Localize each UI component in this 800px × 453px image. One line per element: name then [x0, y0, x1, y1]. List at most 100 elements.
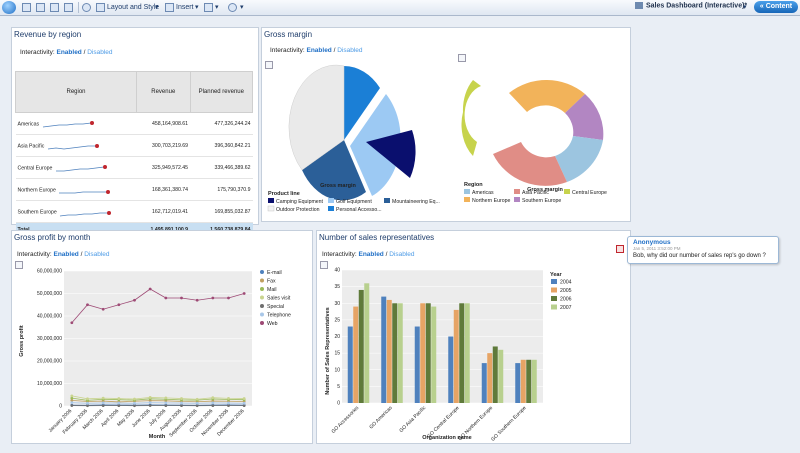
- bar: [358, 289, 364, 403]
- table-row[interactable]: Americas 458,164,908.61 477,326,244.24: [15, 112, 253, 135]
- chevron-down-icon[interactable]: ▾: [155, 4, 159, 11]
- y-tick-label: 10: [334, 367, 340, 373]
- layout-icon: [96, 3, 105, 12]
- bar: [431, 306, 437, 403]
- bar: [515, 363, 521, 403]
- table-row[interactable]: Southern Europe 162,712,019.41 169,855,0…: [15, 200, 253, 223]
- comment-author: Anonymous: [633, 239, 671, 246]
- legend-item[interactable]: Personal Accesso...: [336, 207, 382, 213]
- legend-item[interactable]: Mountaineering Eq...: [392, 199, 440, 205]
- chevron-down-icon[interactable]: ▾: [215, 4, 219, 11]
- layout-and-style-menu[interactable]: Layout and Style: [107, 4, 160, 11]
- data-point: [117, 303, 121, 307]
- insert-menu[interactable]: Insert: [176, 4, 194, 11]
- legend-item[interactable]: Southern Europe: [522, 198, 561, 204]
- donut-segment[interactable]: [493, 142, 567, 186]
- series-line: [71, 402, 245, 404]
- column-header-planned-revenue[interactable]: Planned revenue: [189, 71, 254, 113]
- note-icon[interactable]: [320, 261, 328, 269]
- save-as-icon[interactable]: [64, 3, 73, 12]
- content-button[interactable]: « Content: [754, 1, 798, 13]
- column-header-region[interactable]: Region: [15, 71, 137, 113]
- legend-item[interactable]: Americas: [472, 190, 494, 196]
- revenue-cell: 168,361,380.74: [136, 178, 191, 201]
- comment-icon[interactable]: [616, 245, 624, 253]
- comment-bubble[interactable]: Anonymous Jan 5, 2011 3:52:00 PM Bob, wh…: [627, 236, 779, 264]
- region-cell: Asia Pacific: [15, 134, 137, 157]
- pie-slice[interactable]: [288, 64, 345, 171]
- gross-margin-pie[interactable]: [288, 64, 416, 201]
- chevron-down-icon[interactable]: ▾: [743, 4, 747, 11]
- legend-marker: [551, 287, 557, 293]
- sales-reps-bar-chart[interactable]: Number of Sales Representatives Organiza…: [317, 231, 630, 443]
- note-icon[interactable]: [15, 261, 23, 269]
- revenue-cell: 300,703,219.69: [136, 134, 191, 157]
- gross-profit-line-chart[interactable]: Gross profit Month 0 10,000,000 20,000,000…: [12, 231, 312, 443]
- data-point: [117, 401, 121, 405]
- bar: [414, 326, 420, 403]
- y-tick-label: 15: [334, 351, 340, 357]
- legend-item[interactable]: Asia Pacific: [522, 190, 549, 196]
- chevron-down-icon[interactable]: ▾: [240, 4, 244, 11]
- legend-item: 2005: [560, 288, 572, 294]
- open-icon[interactable]: [36, 3, 45, 12]
- bar: [386, 299, 392, 403]
- x-axis-label: Organization name: [422, 435, 472, 441]
- data-point: [195, 397, 199, 401]
- panel-title: Gross margin: [264, 30, 313, 39]
- legend-item[interactable]: Central Europe: [572, 190, 607, 196]
- x-tick-label: GO Southern Europe: [490, 405, 528, 443]
- column-header-revenue[interactable]: Revenue: [136, 71, 191, 113]
- table-row[interactable]: Asia Pacific 300,703,219.69 396,360,842.…: [15, 134, 253, 157]
- app-menu-button[interactable]: [2, 1, 16, 14]
- legend-item: 2006: [560, 297, 572, 303]
- legend-item[interactable]: Camping Equipment: [276, 199, 324, 205]
- interactivity-enabled-link[interactable]: Enabled: [53, 251, 79, 258]
- pie-slice[interactable]: [302, 140, 366, 201]
- note-icon[interactable]: [265, 61, 273, 69]
- interactivity-enabled-link[interactable]: Enabled: [306, 47, 332, 54]
- refresh-icon[interactable]: [82, 3, 91, 12]
- gross-margin-donut[interactable]: [461, 80, 604, 186]
- table-row[interactable]: Central Europe 325,949,572.45 339,466,38…: [15, 156, 253, 179]
- region-name: Northern Europe: [17, 186, 56, 193]
- help-icon[interactable]: [228, 3, 237, 12]
- data-point: [133, 397, 136, 401]
- dashboard-title-text: Sales Dashboard (Interactive)*: [646, 2, 748, 10]
- chevron-down-icon[interactable]: ▾: [195, 4, 199, 11]
- pie-slice[interactable]: [344, 65, 380, 140]
- legend-item[interactable]: Golf Equipment: [336, 199, 372, 205]
- panel-title: Number of sales representatives: [319, 233, 435, 242]
- interactivity-disabled-link[interactable]: Disabled: [389, 251, 415, 258]
- pie-slice[interactable]: [366, 130, 416, 178]
- legend-item[interactable]: Northern Europe: [472, 198, 510, 204]
- share-icon[interactable]: [204, 3, 213, 12]
- data-point: [164, 296, 168, 300]
- save-icon[interactable]: [50, 3, 59, 12]
- legend-marker: [551, 296, 557, 301]
- legend-item: Web: [267, 321, 278, 327]
- interactivity-disabled-link[interactable]: Disabled: [337, 47, 363, 54]
- interactivity-enabled-link[interactable]: Enabled: [56, 49, 82, 56]
- series-line: [71, 397, 245, 401]
- donut-segment[interactable]: [565, 94, 604, 140]
- interactivity-disabled-link[interactable]: Disabled: [87, 49, 113, 56]
- data-point: [180, 404, 183, 408]
- donut-segment[interactable]: [461, 80, 481, 156]
- pie-legend: Camping Equipment Golf Equipment Mountai…: [267, 198, 440, 213]
- sparkline: [60, 210, 112, 216]
- region-name: Central Europe: [17, 164, 53, 171]
- legend-item: E-mail: [267, 270, 282, 276]
- note-icon[interactable]: [458, 54, 466, 62]
- interactivity-enabled-link[interactable]: Enabled: [358, 251, 384, 258]
- region-cell: Central Europe: [15, 156, 137, 179]
- data-point: [70, 401, 74, 405]
- legend-item[interactable]: Outdoor Protection: [276, 207, 320, 213]
- donut-segment[interactable]: [555, 136, 603, 182]
- table-row[interactable]: Northern Europe 168,361,380.74 175,790,3…: [15, 178, 253, 201]
- interactivity-disabled-link[interactable]: Disabled: [84, 251, 110, 258]
- new-icon[interactable]: [22, 3, 31, 12]
- donut-segment[interactable]: [509, 80, 585, 113]
- sparkline: [47, 143, 99, 149]
- bar: [531, 359, 537, 403]
